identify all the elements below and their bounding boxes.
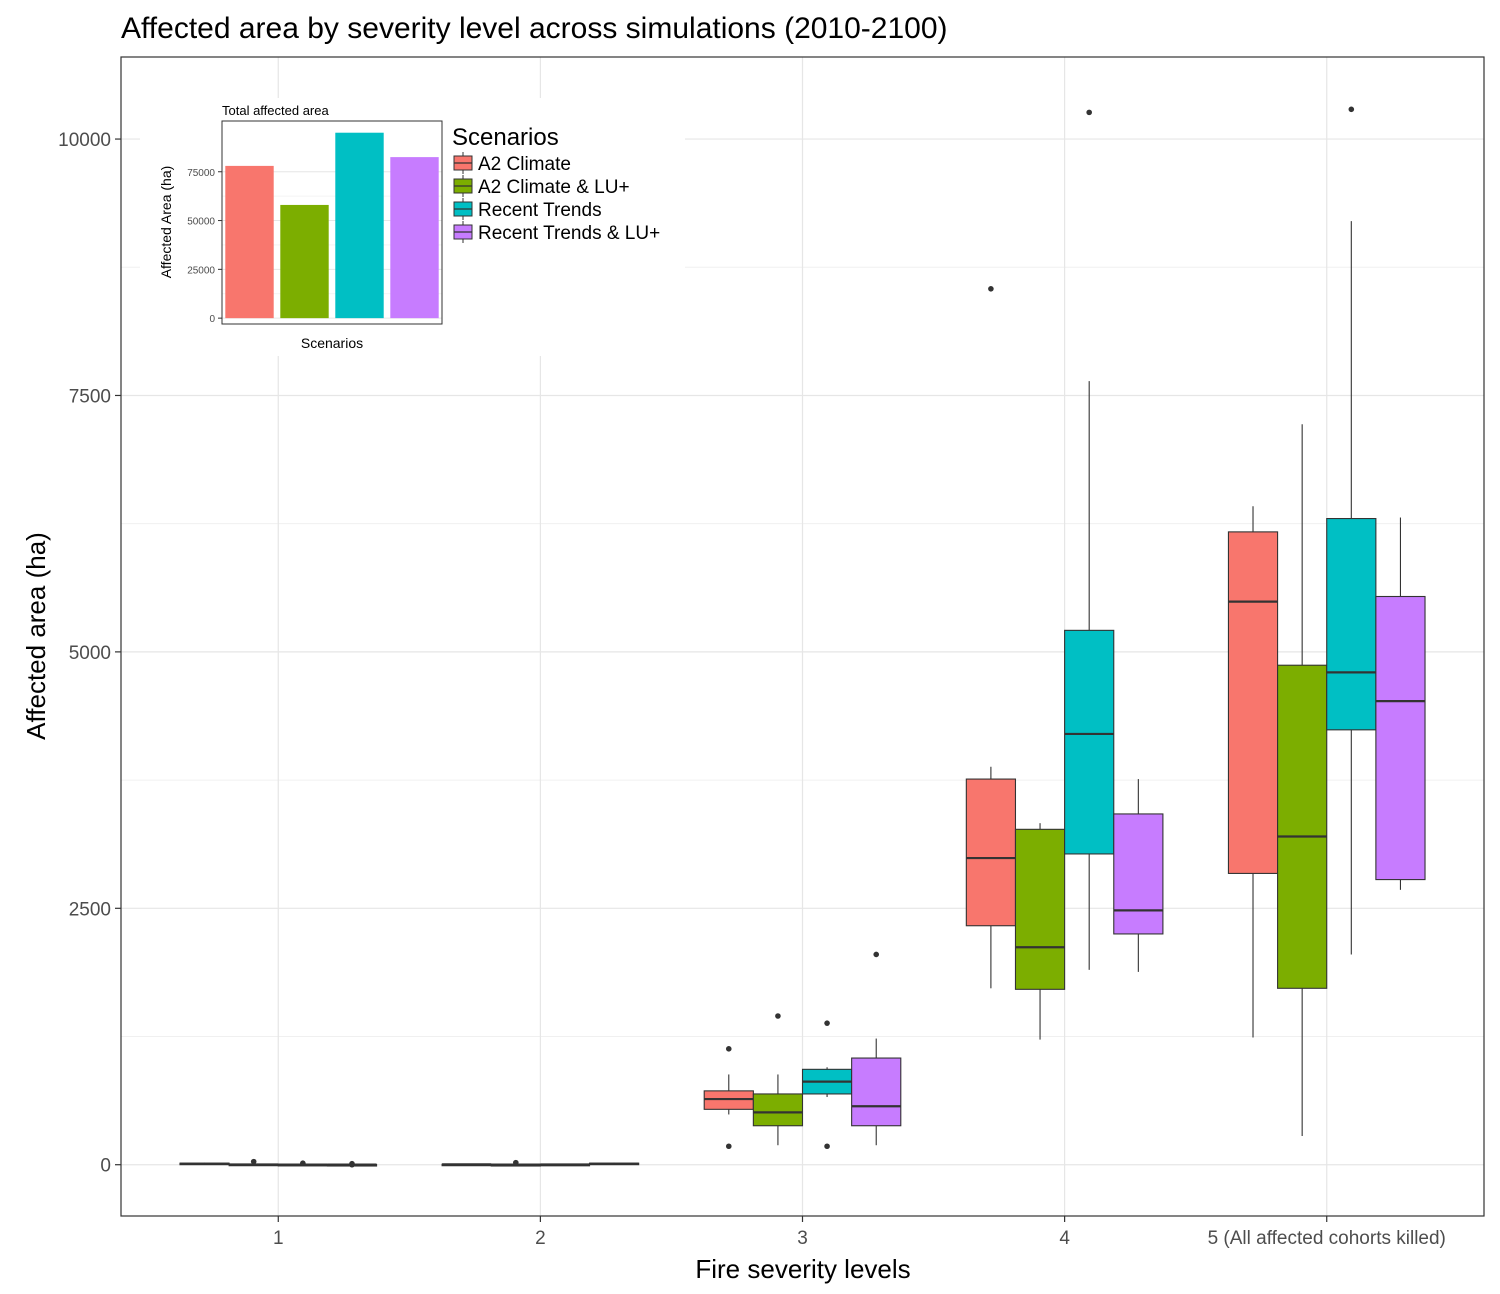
inset-y-tick-label: 0 (209, 314, 215, 325)
inset-plot-border (221, 120, 443, 325)
iqr-box (965, 778, 1017, 927)
inset-y-tick-label: 50000 (187, 217, 215, 228)
iqr-box (1375, 595, 1426, 881)
inset-title: Total affected area (222, 103, 329, 118)
legend-item-recent-trends-lu: Recent Trends & LU+ (453, 221, 660, 244)
box-recent-trends-lu-level-3 (851, 951, 902, 1146)
box-a2-climate-lu-level-3 (752, 1013, 804, 1146)
outlier-point (1086, 109, 1092, 116)
box-recent-trends-lu-level-4 (1113, 779, 1164, 972)
box-recent-trends-level-5 (1326, 106, 1377, 955)
inset-bar-recent-trends (335, 132, 384, 319)
outlier-point (725, 1143, 732, 1150)
box-groups (179, 106, 1426, 1168)
legend-item-recent-trends: Recent Trends (453, 198, 602, 221)
x-axis-title: Fire severity levels (695, 1254, 910, 1284)
legend-item-label: A2 Climate & LU+ (478, 177, 630, 198)
iqr-box (1227, 531, 1279, 874)
outlier-point (824, 1143, 830, 1150)
inset-y-tick-label: 75000 (187, 168, 215, 179)
box-recent-trends-lu-level-1 (326, 1160, 378, 1168)
legend-item-label: A2 Climate (478, 154, 571, 175)
inset-y-axis-ticks: 0 25000 50000 75000 (187, 168, 222, 325)
outlier-point (300, 1160, 306, 1166)
iqr-box (1113, 813, 1164, 935)
legend-item-label: Recent Trends (478, 200, 602, 221)
outlier-point (824, 1020, 830, 1026)
x-tick-label: 2 (535, 1228, 546, 1249)
outlier-point (1348, 106, 1355, 113)
chart-title: Affected area by severity level across s… (121, 12, 948, 45)
y-tick-label: 5000 (69, 643, 111, 664)
legend-item-label: Recent Trends & LU+ (478, 223, 660, 244)
box-a2-climate-level-5 (1227, 506, 1279, 1038)
box-a2-climate-lu-level-5 (1277, 424, 1328, 1136)
box-recent-trends-lu-level-5 (1375, 517, 1426, 890)
legend-item-a2-climate: A2 Climate (453, 152, 571, 175)
x-tick-label: 5 (All affected cohorts killed) (1208, 1228, 1446, 1249)
iqr-box (851, 1057, 902, 1127)
x-tick-label: 1 (273, 1228, 284, 1249)
iqr-box (1064, 629, 1115, 855)
box-recent-trends-level-3 (801, 1020, 853, 1150)
iqr-box (752, 1093, 804, 1127)
x-axis-ticks: 1 2 3 4 5 (All affected cohorts killed) (273, 1216, 1446, 1249)
legend-item-a2-climate-lu: A2 Climate & LU+ (453, 175, 630, 198)
y-axis-ticks: 0 2500 5000 7500 10000 (58, 130, 121, 1177)
outlier-point (250, 1158, 257, 1165)
box-recent-trends-lu-level-2 (588, 1162, 640, 1166)
outlier-point (775, 1013, 781, 1019)
iqr-box (1326, 517, 1377, 731)
box-a2-climate-lu-level-4 (1014, 823, 1066, 1040)
inset-bar-chart: Total affected area 0 25000 50000 75000 Sce… (140, 98, 685, 356)
outlier-point (349, 1161, 355, 1168)
iqr-box (1277, 664, 1328, 989)
outlier-point (725, 1046, 732, 1052)
outlier-point (873, 951, 880, 958)
y-tick-label: 7500 (69, 386, 111, 407)
iqr-box (1014, 828, 1066, 990)
box-a2-climate-level-4 (965, 286, 1017, 989)
inset-bar-a2-climate-lu (280, 204, 329, 319)
inset-y-axis-title: Affected Area (ha) (158, 166, 174, 279)
legend-title: Scenarios (452, 124, 559, 151)
box-recent-trends-level-4 (1064, 109, 1115, 970)
outlier-point (513, 1159, 519, 1166)
y-tick-label: 10000 (58, 130, 111, 151)
outlier-point (988, 286, 994, 292)
inset-bar-a2-climate (225, 165, 274, 319)
y-axis-title: Affected area (ha) (21, 532, 51, 740)
main-plot-panel: 0 2500 5000 7500 10000 1 2 3 4 5 (All affected c… (58, 56, 1485, 1249)
box-recent-trends-level-2 (539, 1163, 591, 1167)
inset-x-axis-title: Scenarios (301, 335, 363, 351)
inset-bar-recent-trends-lu (390, 157, 439, 319)
x-tick-label: 3 (797, 1228, 808, 1249)
box-a2-climate-level-1 (179, 1162, 230, 1166)
inset-bars (225, 132, 439, 319)
y-tick-label: 2500 (69, 899, 111, 920)
inset-y-tick-label: 25000 (187, 265, 215, 276)
y-tick-label: 0 (100, 1156, 111, 1177)
box-a2-climate-level-2 (441, 1163, 492, 1167)
x-tick-label: 4 (1059, 1228, 1070, 1249)
